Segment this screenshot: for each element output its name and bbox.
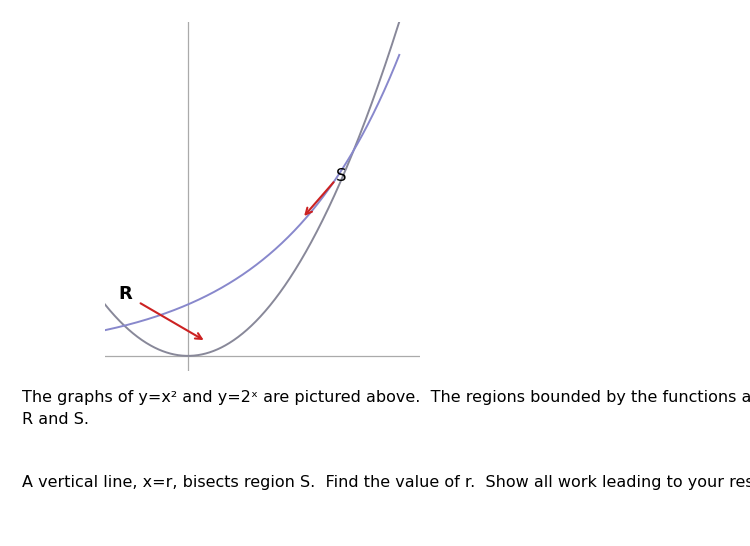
Text: R and S.: R and S. [22, 412, 89, 427]
Text: A vertical line, x=r, bisects region S.  Find the value of r.  Show all work lea: A vertical line, x=r, bisects region S. … [22, 475, 750, 490]
Text: The graphs of y=x² and y=2ˣ are pictured above.  The regions bounded by the func: The graphs of y=x² and y=2ˣ are pictured… [22, 390, 750, 405]
Text: S: S [336, 167, 346, 185]
Text: R: R [118, 285, 133, 303]
